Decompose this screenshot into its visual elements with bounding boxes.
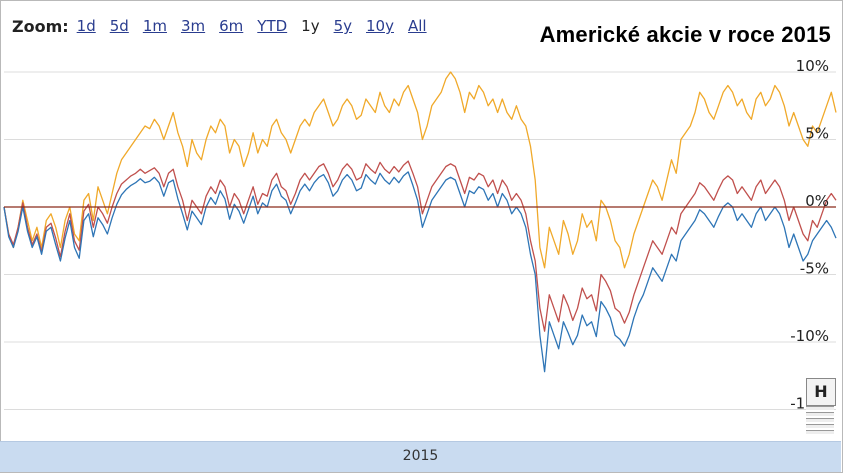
zoom-3m[interactable]: 3m	[180, 17, 206, 35]
zoom-1m[interactable]: 1m	[142, 17, 167, 35]
timeline-navigator[interactable]: 2015	[0, 441, 841, 472]
series-line-1	[3, 160, 837, 332]
y-tick-label: -5%	[800, 260, 829, 278]
h-stack-icon	[806, 404, 834, 440]
series-line-2	[3, 171, 837, 373]
timeline-label: 2015	[402, 448, 439, 464]
chart-title: Americké akcie v roce 2015	[539, 22, 831, 47]
y-tick-label: 10%	[796, 57, 829, 75]
zoom-1d[interactable]: 1d	[76, 17, 96, 35]
y-tick-label: -10%	[790, 327, 829, 345]
grid-lines	[4, 71, 836, 410]
zoom-all[interactable]: All	[407, 17, 427, 35]
zoom-ytd[interactable]: YTD	[257, 17, 288, 35]
y-tick-label: 0%	[805, 192, 829, 210]
zoom-label: Zoom:	[12, 16, 69, 36]
zoom-5y[interactable]: 5y	[333, 17, 353, 35]
zoom-5d[interactable]: 5d	[109, 17, 129, 35]
h-button[interactable]: H	[806, 378, 836, 406]
zoom-6m[interactable]: 6m	[219, 17, 244, 35]
y-tick-label: 5%	[805, 125, 829, 143]
zoom-bar: Zoom: 1d 5d 1m 3m 6m YTD 1y 5y 10y All	[12, 14, 441, 38]
zoom-1y[interactable]: 1y	[301, 17, 320, 35]
zoom-10y[interactable]: 10y	[366, 17, 394, 35]
series-line-0	[3, 71, 837, 269]
series-lines	[3, 71, 837, 373]
